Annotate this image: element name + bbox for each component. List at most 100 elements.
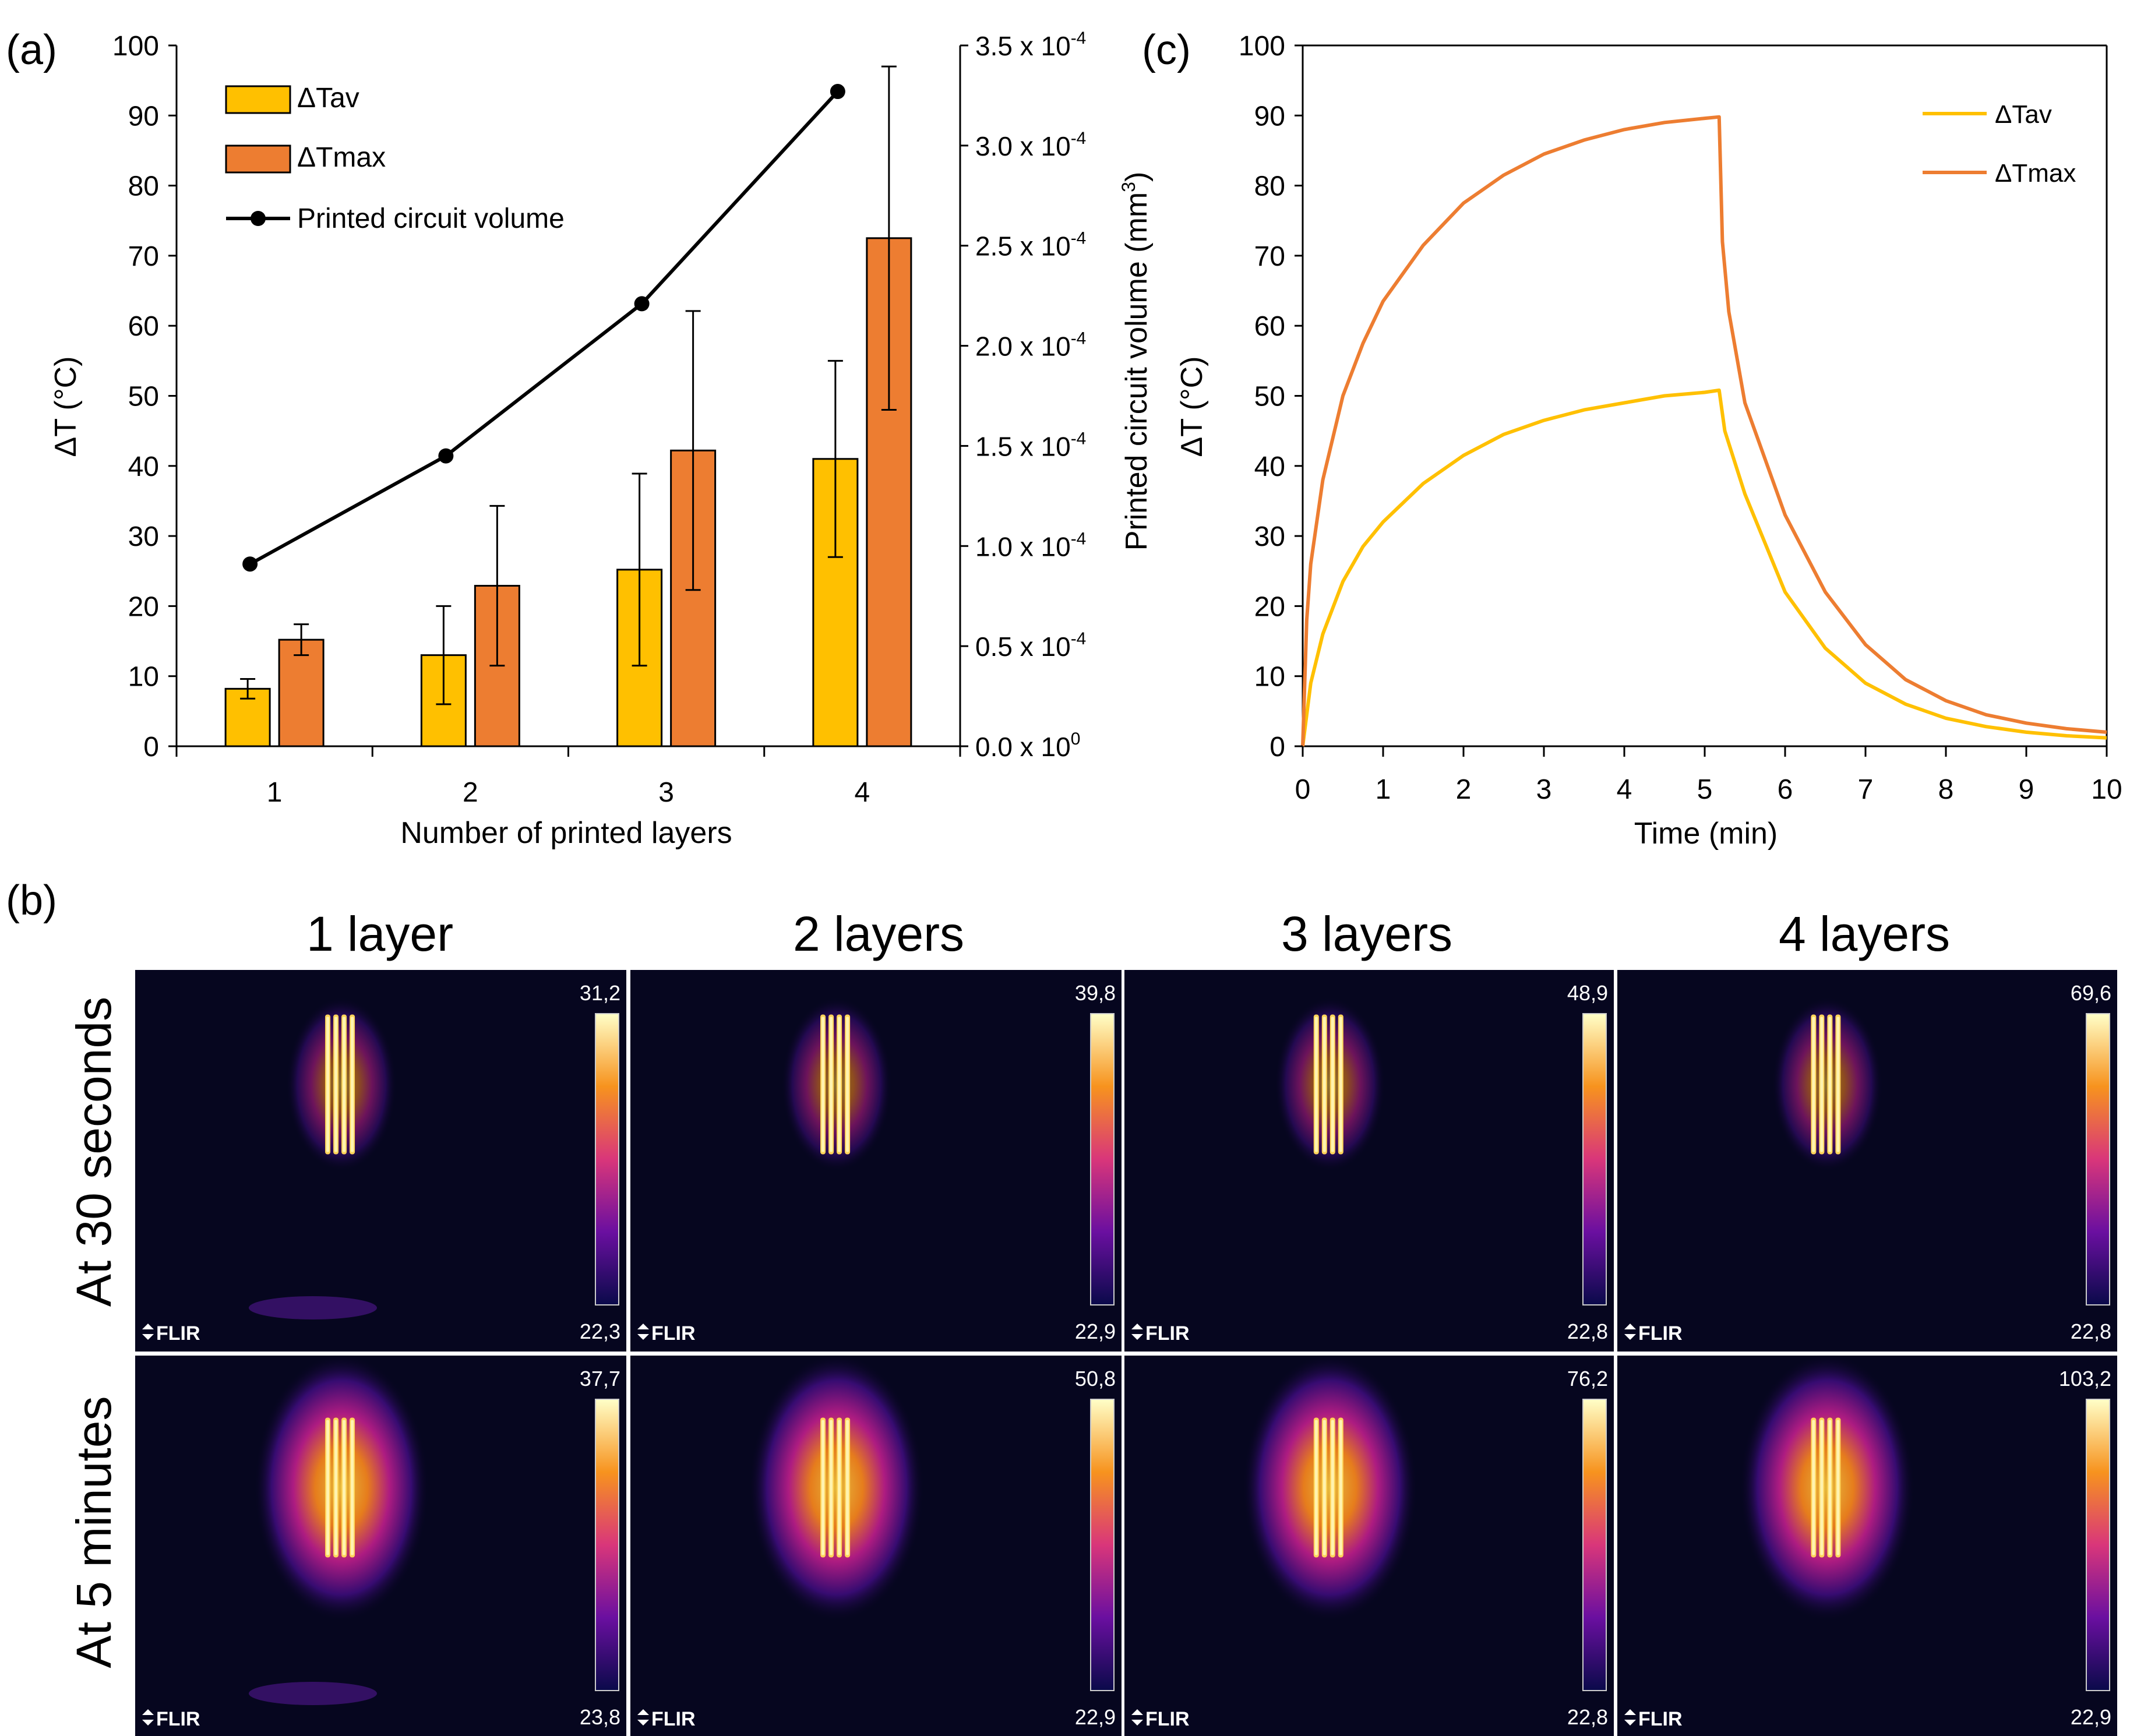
legend-marker-volume xyxy=(251,211,266,226)
thermal-image-r2-c4: 103,2 22,9 FLIR xyxy=(1617,1353,2117,1736)
thermal-trace-core xyxy=(821,1017,825,1152)
flir-logo: FLIR xyxy=(1131,1708,1190,1730)
flir-logo: FLIR xyxy=(1624,1322,1683,1345)
volume-point-4 xyxy=(830,84,845,100)
thermal-max-label: 69,6 xyxy=(2071,981,2111,1005)
chart-a-y2tick-label: 0.5 x 10-4 xyxy=(975,629,1086,662)
thermal-trace-core xyxy=(830,1420,833,1555)
flir-logo-mark xyxy=(637,1709,649,1726)
thermal-min-label: 23,8 xyxy=(580,1705,620,1729)
flir-logo-text: FLIR xyxy=(1638,1322,1683,1345)
chart-c-lines xyxy=(1301,115,2107,747)
thermal-row-title-2: At 5 minutes xyxy=(66,1396,121,1668)
panel-label-b: (b) xyxy=(6,877,57,924)
chart-a-y2tick-label: 3.0 x 10-4 xyxy=(975,129,1086,161)
thermal-max-label: 50,8 xyxy=(1075,1367,1116,1391)
thermal-color-scale xyxy=(2086,1399,2110,1691)
flir-logo-text: FLIR xyxy=(1638,1708,1683,1730)
chart-a-ytick-label: 0 xyxy=(143,732,159,763)
thermal-trace-core xyxy=(846,1017,849,1152)
chart-c-xtick-label: 9 xyxy=(2019,774,2034,805)
thermal-min-label: 22,8 xyxy=(2071,1319,2111,1343)
thermal-trace-core xyxy=(1828,1017,1832,1152)
flir-logo-text: FLIR xyxy=(651,1322,696,1345)
volume-point-2 xyxy=(438,448,454,464)
volume-point-3 xyxy=(634,296,650,312)
chart-a-y2tick-label: 2.5 x 10-4 xyxy=(975,229,1086,262)
thermal-min-label: 22,9 xyxy=(1075,1319,1116,1343)
flir-logo-mark xyxy=(142,1709,154,1726)
thermal-col-title-2: 2 layers xyxy=(793,906,964,961)
flir-logo: FLIR xyxy=(637,1708,696,1730)
chart-c-xtick-label: 7 xyxy=(1858,774,1874,805)
thermal-col-title-3: 3 layers xyxy=(1281,906,1452,961)
thermal-trace-core xyxy=(1836,1017,1840,1152)
chart-c-ytick-label: 80 xyxy=(1254,171,1285,202)
flir-logo-mark xyxy=(1131,1709,1143,1726)
thermal-circuit xyxy=(1313,1417,1343,1558)
chart-a-xtick-label: 3 xyxy=(658,777,674,808)
thermal-max-label: 39,8 xyxy=(1075,981,1116,1005)
flir-logo-mark xyxy=(637,1324,649,1340)
chart-a-ticks: 0 10 20 30 40 50 60 70 80 90 100 0.0 x 100 0.5 x 10-… xyxy=(112,29,1086,808)
thermal-trace-core xyxy=(1820,1420,1824,1555)
thermal-image-r1-c3: 48,9 22,8 FLIR xyxy=(1124,970,1614,1352)
thermal-trace-core xyxy=(1331,1420,1334,1555)
thermal-min-label: 22,8 xyxy=(1567,1705,1608,1729)
thermal-color-scale xyxy=(1090,1399,1115,1691)
chart-a-legend: ΔTav ΔTmax Printed circuit volume xyxy=(225,83,565,234)
thermal-trace-core xyxy=(1339,1017,1342,1152)
thermal-trace-core xyxy=(334,1017,338,1152)
chart-a-ytick-label: 50 xyxy=(128,382,159,412)
chart-a-y2tick-label: 1.5 x 10-4 xyxy=(975,429,1086,461)
thermal-row-title-1: At 30 seconds xyxy=(66,997,121,1307)
thermal-trace-core xyxy=(1323,1420,1326,1555)
chart-a-ytick-label: 70 xyxy=(128,241,159,272)
thermal-trace-core xyxy=(838,1017,841,1152)
thermal-color-scale xyxy=(2086,1013,2110,1305)
chart-c-ytick-label: 70 xyxy=(1254,241,1285,272)
thermal-image-r2-c3: 76,2 22,8 FLIR xyxy=(1124,1353,1614,1736)
thermal-image-r1-c2: 39,8 22,9 FLIR xyxy=(630,970,1122,1352)
thermal-trace-core xyxy=(1339,1420,1342,1555)
flir-logo-text: FLIR xyxy=(651,1708,696,1730)
chart-a-xtick-label: 1 xyxy=(267,777,283,808)
flir-logo-mark xyxy=(142,1324,154,1340)
chart-c-ytick-label: 40 xyxy=(1254,451,1285,482)
chart-a-y2tick-label: 0.0 x 100 xyxy=(975,729,1080,762)
chart-a-xtick-label: 2 xyxy=(463,777,478,808)
volume-line xyxy=(249,90,840,566)
thermal-circuit xyxy=(1811,1014,1841,1155)
chart-c-xtick-label: 2 xyxy=(1456,774,1472,805)
chart-c-xtick-label: 8 xyxy=(1938,774,1954,805)
thermal-max-label: 48,9 xyxy=(1567,981,1608,1005)
thermal-color-scale xyxy=(1090,1013,1115,1305)
thermal-image-grid: 31,222,3FLIR39,822,9FLIR48,922,8FLIR69,6… xyxy=(135,970,2117,1736)
chart-time: 0 10 20 30 40 50 60 70 80 90 100 0 1 2 3 4 5 6 7 8 9 10 Time … xyxy=(1175,31,2122,851)
chart-a-ytick-label: 30 xyxy=(128,521,159,552)
chart-a-y2tick-label: 1.0 x 10-4 xyxy=(975,529,1086,562)
chart-c-xtick-label: 6 xyxy=(1778,774,1793,805)
thermal-color-scale xyxy=(595,1399,619,1691)
chart-a-volume-line xyxy=(242,84,845,572)
chart-a-ytick-label: 40 xyxy=(128,451,159,482)
flir-logo: FLIR xyxy=(142,1708,200,1730)
thermal-trace-core xyxy=(326,1420,330,1555)
chart-a-x-axis-label: Number of printed layers xyxy=(400,816,732,850)
flir-logo: FLIR xyxy=(1131,1322,1190,1345)
legend-label-tmax: ΔTmax xyxy=(297,142,386,173)
legend-label-volume: Printed circuit volume xyxy=(297,203,565,234)
thermal-circuit xyxy=(820,1014,851,1155)
thermal-trace-core xyxy=(1314,1017,1318,1152)
thermal-trace-core xyxy=(1812,1017,1815,1152)
thermal-trace-core xyxy=(326,1017,330,1152)
panel-label-c: (c) xyxy=(1142,27,1191,73)
thermal-trace-core xyxy=(343,1017,346,1152)
thermal-row-titles: At 30 seconds At 5 minutes xyxy=(66,997,121,1668)
chart-c-xtick-label: 3 xyxy=(1536,774,1552,805)
thermal-trace-core xyxy=(1820,1017,1824,1152)
thermal-min-label: 22,3 xyxy=(580,1319,620,1343)
chart-c-xtick-label: 5 xyxy=(1697,774,1713,805)
legend-c-label-tmax: ΔTmax xyxy=(1995,159,2076,188)
